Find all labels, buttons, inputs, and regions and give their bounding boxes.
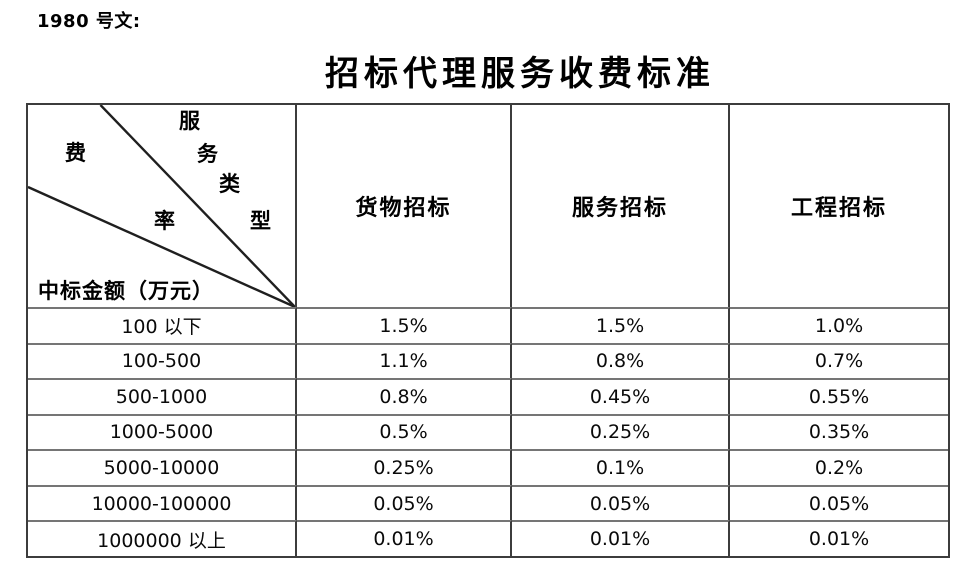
corner-label-fee-rate-char: 率 <box>154 209 175 233</box>
rate-cell: 0.01% <box>297 520 512 556</box>
rate-cell: 0.8% <box>297 378 512 414</box>
column-header-goods: 货物招标 <box>297 105 512 307</box>
amount-range-cell: 100 以下 <box>28 307 297 343</box>
rate-cell: 0.5% <box>297 413 512 450</box>
rate-cell: 0.05% <box>297 484 512 521</box>
rate-cell: 0.45% <box>512 378 730 414</box>
column-header-service: 服务招标 <box>512 105 730 307</box>
page-title: 招标代理服务收费标准 <box>325 56 715 93</box>
rate-cell: 0.55% <box>730 378 948 414</box>
rate-cell: 0.1% <box>512 449 730 485</box>
corner-label-bid-amount: 中标金额（万元） <box>38 279 214 303</box>
rate-cell: 0.8% <box>512 342 730 379</box>
column-header-engineering: 工程招标 <box>790 195 887 220</box>
diagonal-corner-header-cell: 服 务 类 型 费 率 中标金额（万元） <box>28 105 297 307</box>
rate-cell: 0.01% <box>512 520 730 556</box>
rate-cell: 0.2% <box>730 449 948 485</box>
rate-cell: 0.05% <box>730 484 948 521</box>
rate-cell: 1.5% <box>512 307 730 343</box>
corner-label-fee-rate-char: 费 <box>65 141 86 165</box>
rate-cell: 0.25% <box>512 413 730 450</box>
amount-range-cell: 1000-5000 <box>28 413 297 450</box>
rate-cell: 0.25% <box>297 449 512 485</box>
rate-cell: 1.1% <box>297 342 512 379</box>
amount-range-cell: 500-1000 <box>28 378 297 414</box>
amount-range-cell: 5000-10000 <box>28 449 297 485</box>
corner-label-service-type-char: 务 <box>197 142 218 166</box>
rate-cell: 0.7% <box>730 342 948 379</box>
amount-range-cell: 100-500 <box>28 342 297 379</box>
corner-label-service-type-char: 服 <box>179 109 200 133</box>
rate-cell: 0.35% <box>730 413 948 450</box>
rate-cell: 1.5% <box>297 307 512 343</box>
rate-cell: 1.0% <box>730 307 948 343</box>
amount-range-cell: 1000000 以上 <box>28 520 297 556</box>
amount-range-cell: 10000-100000 <box>28 484 297 521</box>
fee-standard-table: 服 务 类 型 费 率 中标金额（万元） 货物招标 服务招标 工程招标 100 … <box>26 103 950 558</box>
diagonal-divider-lines <box>28 105 295 307</box>
corner-label-service-type-char: 类 <box>219 172 240 196</box>
rate-cell: 0.05% <box>512 484 730 521</box>
corner-label-service-type-char: 型 <box>250 209 271 233</box>
rate-cell: 0.01% <box>730 520 948 556</box>
document-number-label: 1980 号文: <box>37 11 141 32</box>
